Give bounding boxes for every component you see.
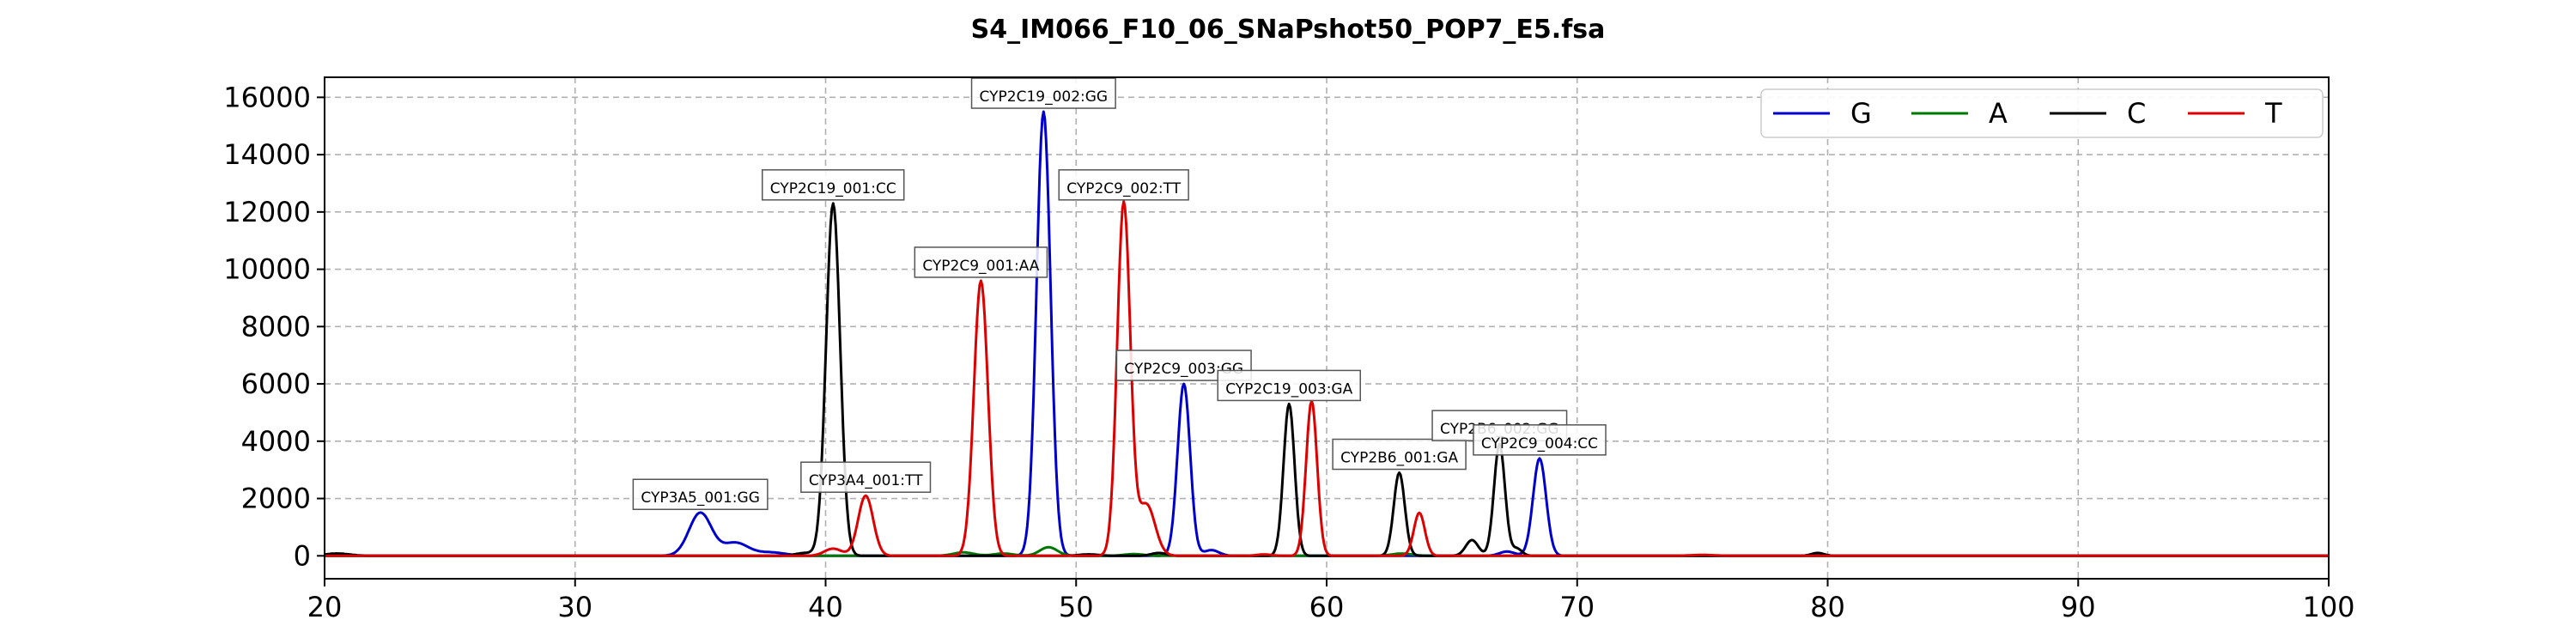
peak-annotation-label: CYP2C9_003:GG bbox=[1124, 361, 1243, 378]
peak-annotation-label: CYP2C9_002:TT bbox=[1066, 180, 1181, 197]
peak-annotation: CYP2C19_001:CC bbox=[762, 169, 905, 201]
x-tick-label: 80 bbox=[1810, 591, 1845, 623]
peak-annotation-box bbox=[1217, 369, 1361, 402]
peak-annotation-box bbox=[970, 77, 1116, 109]
peak-annotation: CYP3A5_001:GG bbox=[632, 478, 769, 510]
peak-annotation-label: CYP2C19_001:CC bbox=[770, 180, 896, 197]
peak-annotation: CYP2C9_001:AA bbox=[914, 246, 1048, 278]
axis-layer: 20 30 40 50 60 70 80 90 100 0 2000 4000 6000 8000 1000… bbox=[223, 81, 2354, 623]
y-tick-label: 12000 bbox=[223, 196, 311, 228]
peak-annotation-label: CYP2C19_003:GA bbox=[1225, 380, 1352, 398]
peak-annotation-label: CYP2C9_001:AA bbox=[922, 258, 1039, 275]
series-line-G bbox=[325, 110, 2329, 557]
traces-layer bbox=[324, 110, 2329, 557]
peak-annotation: CYP2C19_002:GG bbox=[970, 77, 1116, 109]
y-tick-label: 4000 bbox=[241, 425, 311, 458]
legend-label-G: G bbox=[1850, 97, 1872, 130]
y-tick-label: 2000 bbox=[241, 483, 311, 515]
y-tick-label: 14000 bbox=[223, 138, 311, 171]
peak-annotation-box bbox=[1473, 424, 1607, 456]
legend-label-C: C bbox=[2127, 97, 2146, 130]
annotation-layer: CYP3A5_001:GG CYP2C19_001:CC CYP3A4_001:TT… bbox=[632, 77, 1607, 510]
y-tick-label: 6000 bbox=[241, 368, 311, 400]
y-tick-label: 0 bbox=[294, 539, 311, 572]
peak-annotation: CYP2C9_002:TT bbox=[1058, 169, 1189, 201]
series-line-T bbox=[325, 200, 2329, 557]
x-tick-label: 50 bbox=[1059, 591, 1094, 623]
x-tick-label: 30 bbox=[557, 591, 592, 623]
peak-annotation: CYP2B6_001:GA bbox=[1332, 438, 1467, 471]
peak-annotation-label: CYP2C19_002:GG bbox=[980, 88, 1109, 106]
peak-annotation: CYP3A4_001:TT bbox=[800, 461, 932, 493]
grid-layer bbox=[324, 77, 2330, 579]
x-tick-label: 90 bbox=[2061, 591, 2096, 623]
x-tick-label: 20 bbox=[307, 591, 343, 623]
x-tick-label: 100 bbox=[2302, 591, 2354, 623]
peak-annotation: CYP2C9_004:CC bbox=[1473, 424, 1607, 456]
chart-title: S4_IM066_F10_06_SNaPshot50_POP7_E5.fsa bbox=[971, 15, 1606, 45]
x-tick-label: 40 bbox=[808, 591, 843, 623]
peak-annotation: CYP2C19_003:GA bbox=[1217, 369, 1361, 402]
x-tick-label: 70 bbox=[1559, 591, 1595, 623]
peak-annotation-box bbox=[1332, 438, 1467, 471]
x-tick-label: 60 bbox=[1309, 591, 1345, 623]
peak-annotation-box bbox=[800, 461, 932, 493]
legend-label-T: T bbox=[2264, 97, 2282, 130]
peak-annotation-box bbox=[762, 169, 905, 201]
peak-annotation-label: CYP2C9_004:CC bbox=[1481, 435, 1598, 453]
legend-box bbox=[1760, 88, 2324, 138]
peak-annotation-box bbox=[632, 478, 769, 510]
y-tick-label: 8000 bbox=[241, 310, 311, 343]
y-tick-label: 16000 bbox=[223, 81, 311, 113]
legend-label-A: A bbox=[1989, 97, 2008, 130]
peak-annotation-box bbox=[914, 246, 1048, 278]
peak-annotation-label: CYP3A4_001:TT bbox=[809, 472, 923, 489]
y-tick-label: 10000 bbox=[223, 253, 311, 286]
peak-annotation-label: CYP2B6_001:GA bbox=[1340, 450, 1458, 467]
peak-annotation-box bbox=[1058, 169, 1189, 201]
peak-annotation-label: CYP3A5_001:GG bbox=[641, 489, 760, 507]
